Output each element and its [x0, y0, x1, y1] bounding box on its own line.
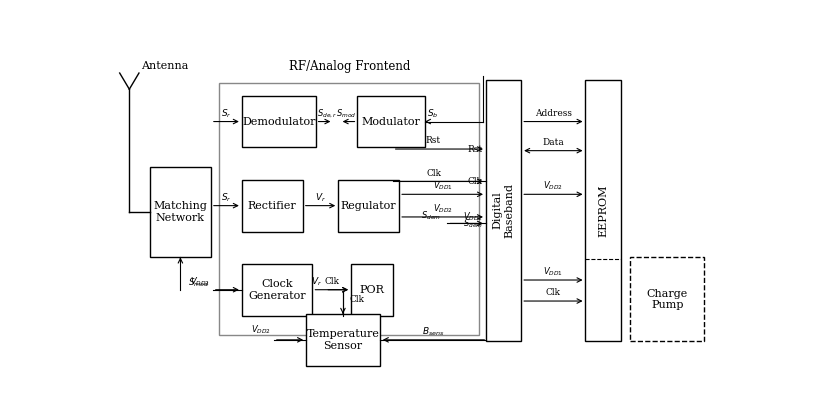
Text: Clock
Generator: Clock Generator	[248, 279, 306, 301]
Text: $S_{mod}$: $S_{mod}$	[188, 277, 209, 289]
Text: Clk: Clk	[545, 289, 561, 297]
FancyBboxPatch shape	[338, 180, 399, 231]
Text: $B_{sens}$: $B_{sens}$	[421, 326, 444, 338]
FancyBboxPatch shape	[485, 79, 521, 341]
Text: $V_{DD2}$: $V_{DD2}$	[542, 180, 563, 192]
FancyBboxPatch shape	[357, 96, 424, 147]
FancyBboxPatch shape	[306, 314, 379, 366]
FancyBboxPatch shape	[350, 264, 392, 315]
Text: $V_{DD1}$: $V_{DD1}$	[543, 266, 562, 278]
Text: $V_{DD1}$: $V_{DD1}$	[432, 180, 452, 192]
Text: $S_r$: $S_r$	[221, 107, 231, 120]
FancyBboxPatch shape	[585, 79, 620, 341]
Text: Charge
Pump: Charge Pump	[646, 289, 687, 310]
Text: $V_{DD2}$: $V_{DD2}$	[190, 276, 209, 288]
Text: Modulator: Modulator	[361, 116, 420, 126]
Text: $S_r$: $S_r$	[221, 191, 231, 204]
Text: $V_r$: $V_r$	[315, 191, 325, 204]
FancyBboxPatch shape	[242, 96, 315, 147]
Text: $V_{DD2}$: $V_{DD2}$	[250, 324, 270, 336]
Text: Clk: Clk	[324, 277, 339, 286]
Text: Rst: Rst	[467, 144, 482, 154]
Text: Rectifier: Rectifier	[248, 201, 296, 211]
Text: Digital
Baseband: Digital Baseband	[492, 183, 513, 238]
Text: $S_b$: $S_b$	[426, 107, 438, 120]
FancyBboxPatch shape	[630, 257, 704, 341]
Text: Rst: Rst	[425, 136, 440, 145]
Text: $S_{mod}$: $S_{mod}$	[335, 107, 355, 120]
Text: Temperature
Sensor: Temperature Sensor	[306, 329, 379, 351]
FancyBboxPatch shape	[150, 167, 210, 257]
Text: Clk: Clk	[426, 169, 441, 178]
Text: Regulator: Regulator	[340, 201, 396, 211]
Text: Antenna: Antenna	[141, 61, 188, 71]
FancyBboxPatch shape	[242, 180, 302, 231]
Text: POR: POR	[359, 285, 384, 295]
FancyBboxPatch shape	[242, 264, 312, 315]
Text: $S_{de,r}$: $S_{de,r}$	[316, 108, 337, 120]
Text: Demodulator: Demodulator	[242, 116, 315, 126]
Text: EEPROM: EEPROM	[598, 184, 608, 237]
Text: $V_{DD2}$: $V_{DD2}$	[432, 202, 452, 215]
Text: RF/Analog Frontend: RF/Analog Frontend	[288, 60, 410, 73]
Text: Data: Data	[542, 138, 564, 147]
FancyBboxPatch shape	[219, 83, 479, 335]
Text: Clk: Clk	[349, 294, 364, 304]
Text: Clk: Clk	[467, 177, 482, 186]
Text: $V_{DD2}$: $V_{DD2}$	[462, 211, 482, 223]
Text: $V_r$: $V_r$	[310, 276, 321, 288]
Text: $S_{dem}$: $S_{dem}$	[462, 217, 482, 230]
Text: Matching
Network: Matching Network	[153, 201, 207, 223]
Text: $S_{dem}$: $S_{dem}$	[421, 209, 440, 222]
Text: Address: Address	[534, 109, 571, 118]
